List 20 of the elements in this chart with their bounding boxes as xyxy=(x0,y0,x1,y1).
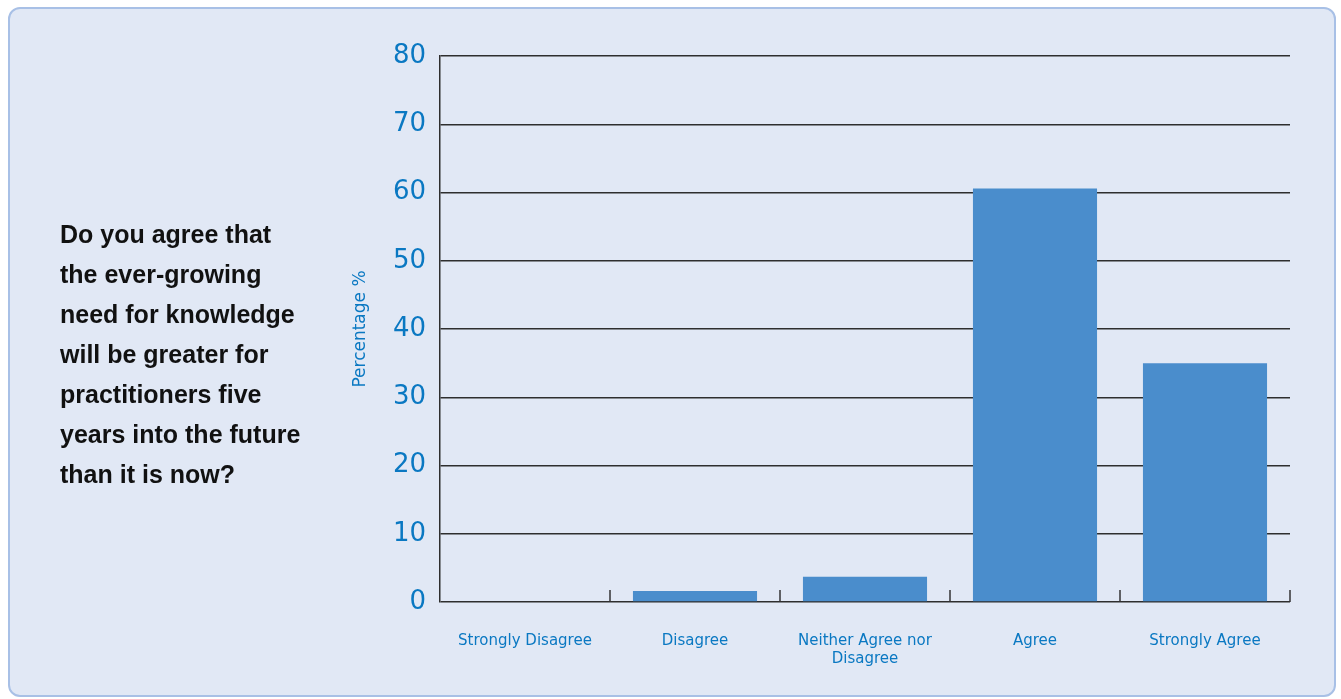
y-tick-label: 0 xyxy=(409,584,426,615)
y-tick-label: 70 xyxy=(392,107,426,137)
text: Do you agree that the ever-growing need for knowledge will be greater for practitioners five years into the future than it is now? xyxy=(60,219,302,490)
y-tick-label: 80 xyxy=(392,38,426,69)
y-axis-title: Percentage % xyxy=(348,270,369,388)
bar xyxy=(802,576,928,602)
bar xyxy=(972,188,1098,602)
x-tick-label: Disagree xyxy=(661,630,729,649)
x-tick-label: Strongly Agree xyxy=(1149,630,1261,649)
bar xyxy=(632,591,758,602)
y-tick-label: 60 xyxy=(392,175,426,206)
y-tick-label: 30 xyxy=(392,380,426,410)
y-tick-label: 10 xyxy=(392,516,426,547)
y-tick-label: 50 xyxy=(392,243,426,274)
y-tick-label: 20 xyxy=(392,448,426,479)
y-tick-label: 40 xyxy=(392,311,426,342)
x-tick-label: Agree xyxy=(1012,630,1058,649)
x-tick-label: Neither Agree nor Disagree xyxy=(798,630,933,667)
bar xyxy=(1142,363,1268,602)
x-tick-label: Strongly Disagree xyxy=(458,630,592,649)
